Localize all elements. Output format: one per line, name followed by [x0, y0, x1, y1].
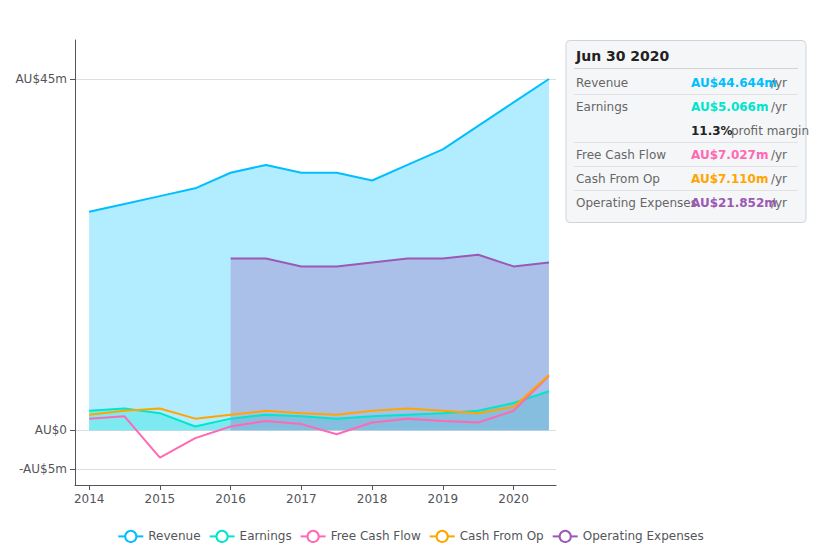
- svg-text:/yr: /yr: [771, 76, 787, 90]
- svg-text:AU$5.066m: AU$5.066m: [691, 100, 768, 114]
- svg-text:/yr: /yr: [771, 172, 787, 186]
- svg-text:2018: 2018: [357, 492, 388, 506]
- svg-text:/yr: /yr: [771, 196, 787, 210]
- svg-text:AU$7.110m: AU$7.110m: [691, 172, 768, 186]
- svg-text:AU$45m: AU$45m: [15, 72, 67, 86]
- svg-text:Operating Expenses: Operating Expenses: [576, 196, 697, 210]
- svg-text:AU$44.644m: AU$44.644m: [691, 76, 777, 90]
- svg-text:2016: 2016: [215, 492, 246, 506]
- svg-text:Revenue: Revenue: [576, 76, 628, 90]
- svg-text:Cash From Op: Cash From Op: [460, 529, 544, 543]
- svg-text:Earnings: Earnings: [576, 100, 628, 114]
- svg-text:/yr: /yr: [771, 148, 787, 162]
- svg-text:2019: 2019: [428, 492, 459, 506]
- svg-text:Jun 30 2020: Jun 30 2020: [575, 48, 670, 64]
- svg-text:Earnings: Earnings: [240, 529, 292, 543]
- svg-text:Cash From Op: Cash From Op: [576, 172, 660, 186]
- svg-text:Revenue: Revenue: [148, 529, 200, 543]
- svg-text:2017: 2017: [286, 492, 317, 506]
- svg-text:/yr: /yr: [771, 100, 787, 114]
- svg-text:2015: 2015: [145, 492, 176, 506]
- svg-text:AU$7.027m: AU$7.027m: [691, 148, 768, 162]
- svg-text:profit margin: profit margin: [731, 124, 809, 138]
- svg-text:11.3%: 11.3%: [691, 124, 733, 138]
- svg-text:-AU$5m: -AU$5m: [19, 462, 67, 476]
- svg-text:Free Cash Flow: Free Cash Flow: [331, 529, 421, 543]
- svg-text:2020: 2020: [498, 492, 529, 506]
- svg-text:Free Cash Flow: Free Cash Flow: [576, 148, 666, 162]
- svg-text:2014: 2014: [74, 492, 105, 506]
- svg-text:AU$0: AU$0: [35, 423, 67, 437]
- svg-text:Operating Expenses: Operating Expenses: [583, 529, 704, 543]
- svg-text:AU$21.852m: AU$21.852m: [691, 196, 777, 210]
